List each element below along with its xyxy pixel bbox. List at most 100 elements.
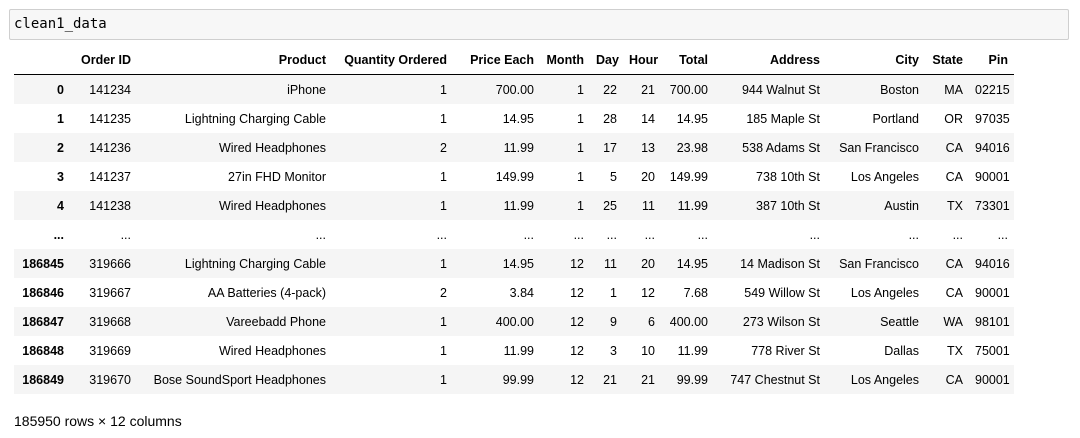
table-row: 186848 319669 Wired Headphones 1 11.99 12 3 10 1… (14, 336, 1014, 365)
table-cell: 538 Adams St (742, 140, 820, 155)
table-cell: Boston (880, 82, 919, 97)
table-cell: ... (436, 227, 447, 242)
table-cell: 700.00 (669, 82, 708, 97)
table-cell: 387 10th St (756, 198, 820, 213)
table-cell: 1 (440, 343, 447, 358)
table-cell: 1 (577, 198, 584, 213)
table-cell: 10 (641, 343, 655, 358)
table-cell: 7.68 (683, 285, 708, 300)
table-cell: 98101 (975, 314, 1010, 329)
table-cell: Lightning Charging Cable (184, 111, 326, 126)
table-cell: CA (945, 285, 963, 300)
table-cell: 22 (603, 82, 617, 97)
table-cell: WA (943, 314, 963, 329)
row-index: ... (53, 227, 64, 242)
table-cell: 149.99 (669, 169, 708, 184)
table-cell: Vareebadd Phone (226, 314, 326, 329)
table-header-row: Order ID Product Quantity Ordered Price Eac… (14, 46, 1014, 75)
table-row: ....................................... (14, 220, 1014, 249)
column-header: Price Each (453, 46, 540, 75)
column-header: Product (137, 46, 332, 75)
table-cell: 5 (610, 169, 617, 184)
table-cell: 14 Madison St (740, 256, 820, 271)
row-index: 3 (57, 169, 64, 184)
table-cell: 319670 (89, 372, 131, 387)
table-cell: Dallas (884, 343, 919, 358)
table-cell: 14.95 (676, 111, 708, 126)
row-index: 0 (57, 82, 64, 97)
table-cell: ... (908, 227, 919, 242)
row-index: 186848 (22, 343, 64, 358)
table-cell: 1 (577, 111, 584, 126)
row-index: 2 (57, 140, 64, 155)
table-cell: 2 (440, 140, 447, 155)
table-cell: 75001 (975, 343, 1010, 358)
table-cell: 13 (641, 140, 655, 155)
table-cell: 141236 (89, 140, 131, 155)
table-cell: 700.00 (495, 82, 534, 97)
table-cell: TX (947, 343, 963, 358)
column-header: Hour (623, 46, 661, 75)
table-cell: Wired Headphones (218, 343, 326, 358)
table-cell: CA (945, 372, 963, 387)
dataframe-table: Order ID Product Quantity Ordered Price Eac… (14, 46, 1014, 394)
table-cell: 944 Walnut St (741, 82, 820, 97)
table-cell: 25 (603, 198, 617, 213)
table-row: 186846 319667 AA Batteries (4-pack) 2 3.84 12… (14, 278, 1014, 307)
row-index: 186847 (22, 314, 64, 329)
row-index: 4 (57, 198, 64, 213)
table-cell: 1 (577, 140, 584, 155)
table-cell: TX (947, 198, 963, 213)
table-cell: ... (523, 227, 534, 242)
table-cell: 1 (440, 169, 447, 184)
table-cell: 738 10th St (756, 169, 820, 184)
table-cell: 2 (440, 285, 447, 300)
table-cell: 6 (648, 314, 655, 329)
table-cell: 185 Maple St (746, 111, 820, 126)
table-cell: 1 (610, 285, 617, 300)
table-cell: Portland (872, 111, 919, 126)
table-cell: 20 (641, 256, 655, 271)
table-cell: San Francisco (839, 140, 919, 155)
table-row: 186847 319668 Vareebadd Phone 1 400.00 12 9 6 40… (14, 307, 1014, 336)
table-cell: 141237 (89, 169, 131, 184)
table-cell: 11.99 (503, 343, 534, 358)
column-header: Month (540, 46, 590, 75)
table-row: 3 141237 27in FHD Monitor 1 149.99 1 5 20 149.99… (14, 162, 1014, 191)
table-cell: ... (997, 227, 1008, 242)
table-cell: 90001 (975, 285, 1010, 300)
table-cell: 21 (603, 372, 617, 387)
table-cell: 21 (641, 82, 655, 97)
table-cell: 12 (570, 285, 584, 300)
table-cell: ... (697, 227, 708, 242)
table-cell: 12 (570, 372, 584, 387)
table-cell: 319669 (89, 343, 131, 358)
table-cell: Los Angeles (850, 169, 919, 184)
code-cell-input[interactable]: clean1_data (9, 9, 1069, 40)
table-cell: 149.99 (495, 169, 534, 184)
table-cell: 94016 (975, 256, 1010, 271)
table-cell: OR (944, 111, 963, 126)
table-cell: 1 (440, 372, 447, 387)
table-cell: 11 (642, 198, 655, 213)
row-index: 186845 (22, 256, 64, 271)
table-cell: 14.95 (502, 256, 534, 271)
column-header: Quantity Ordered (332, 46, 453, 75)
table-cell: 141238 (89, 198, 131, 213)
table-cell: 02215 (975, 82, 1010, 97)
table-cell: 141235 (89, 111, 131, 126)
table-cell: 1 (440, 198, 447, 213)
table-cell: Bose SoundSport Headphones (153, 372, 326, 387)
table-cell: ... (644, 227, 655, 242)
table-cell: ... (120, 227, 131, 242)
table-cell: 99.99 (502, 372, 534, 387)
table-cell: 27in FHD Monitor (228, 169, 326, 184)
table-cell: AA Batteries (4-pack) (207, 285, 326, 300)
table-cell: 12 (570, 256, 584, 271)
table-cell: 319668 (89, 314, 131, 329)
column-header: Day (590, 46, 623, 75)
table-cell: 94016 (975, 140, 1010, 155)
table-cell: 747 Chestnut St (730, 372, 820, 387)
dataframe-shape-label: 185950 rows × 12 columns (14, 413, 182, 429)
column-header: Order ID (70, 46, 137, 75)
